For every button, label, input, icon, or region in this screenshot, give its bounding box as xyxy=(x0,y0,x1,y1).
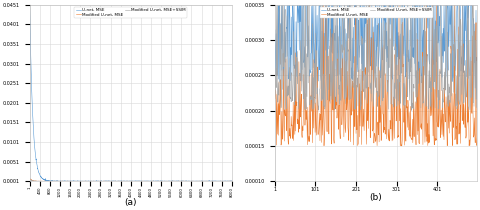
U-net, MSE xyxy=(393,69,399,71)
Modified U-net, MSE+SSIM xyxy=(129,180,135,182)
Line: U-net, MSE: U-net, MSE xyxy=(30,1,232,181)
Modified U-net, MSE+SSIM xyxy=(439,89,444,92)
Modified U-net, MSE xyxy=(229,180,235,182)
Modified U-net, MSE+SSIM xyxy=(275,4,280,7)
Modified U-net, MSE xyxy=(470,121,476,124)
Modified U-net, MSE xyxy=(37,180,43,182)
Legend: U-net, MSE, Modified U-net, MSE, Modified U-net, MSE+SSIM: U-net, MSE, Modified U-net, MSE, Modifie… xyxy=(320,7,432,18)
Modified U-net, MSE xyxy=(382,126,388,129)
Legend: U-net, MSE, Modified U-net, MSE, Modified U-net, MSE+SSIM: U-net, MSE, Modified U-net, MSE, Modifie… xyxy=(74,7,187,18)
Modified U-net, MSE+SSIM xyxy=(229,180,235,182)
Modified U-net, MSE+SSIM xyxy=(369,69,374,71)
Modified U-net, MSE+SSIM xyxy=(382,74,388,76)
Modified U-net, MSE xyxy=(155,180,161,182)
Modified U-net, MSE+SSIM xyxy=(177,180,182,182)
U-net, MSE xyxy=(474,58,480,61)
U-net, MSE xyxy=(37,174,43,176)
Modified U-net, MSE+SSIM xyxy=(188,180,193,182)
Modified U-net, MSE+SSIM xyxy=(370,13,375,15)
Modified U-net, MSE+SSIM xyxy=(100,180,106,182)
U-net, MSE xyxy=(276,4,281,7)
Modified U-net, MSE+SSIM xyxy=(146,180,152,182)
Modified U-net, MSE xyxy=(27,177,33,179)
U-net, MSE xyxy=(277,81,283,84)
Modified U-net, MSE xyxy=(224,180,230,182)
Modified U-net, MSE+SSIM xyxy=(27,178,33,180)
U-net, MSE xyxy=(229,180,235,182)
U-net, MSE xyxy=(146,180,152,182)
U-net, MSE xyxy=(383,4,388,7)
X-axis label: (a): (a) xyxy=(124,198,137,207)
Modified U-net, MSE xyxy=(393,42,398,45)
U-net, MSE xyxy=(369,4,375,7)
Modified U-net, MSE xyxy=(398,145,404,147)
Modified U-net, MSE xyxy=(188,180,193,182)
Modified U-net, MSE+SSIM xyxy=(393,87,398,90)
U-net, MSE xyxy=(470,24,476,26)
Modified U-net, MSE+SSIM xyxy=(470,102,476,104)
Modified U-net, MSE+SSIM xyxy=(37,180,43,182)
Modified U-net, MSE xyxy=(323,4,329,7)
U-net, MSE xyxy=(177,180,182,182)
Modified U-net, MSE xyxy=(439,122,444,124)
U-net, MSE xyxy=(188,180,193,182)
Modified U-net, MSE+SSIM xyxy=(474,55,480,58)
U-net, MSE xyxy=(370,26,376,28)
U-net, MSE xyxy=(155,180,161,182)
U-net, MSE xyxy=(27,0,33,2)
Modified U-net, MSE xyxy=(474,137,480,139)
Modified U-net, MSE xyxy=(146,180,152,182)
U-net, MSE xyxy=(100,180,106,182)
Line: Modified U-net, MSE+SSIM: Modified U-net, MSE+SSIM xyxy=(275,5,477,110)
Line: Modified U-net, MSE+SSIM: Modified U-net, MSE+SSIM xyxy=(30,179,232,181)
X-axis label: (b): (b) xyxy=(370,193,383,202)
Line: Modified U-net, MSE: Modified U-net, MSE xyxy=(275,5,477,146)
U-net, MSE xyxy=(118,180,123,182)
U-net, MSE xyxy=(439,61,444,63)
Modified U-net, MSE xyxy=(272,97,278,100)
Modified U-net, MSE xyxy=(100,180,106,182)
Line: U-net, MSE: U-net, MSE xyxy=(275,5,477,82)
U-net, MSE xyxy=(272,29,278,31)
Modified U-net, MSE xyxy=(370,130,375,132)
Modified U-net, MSE+SSIM xyxy=(155,180,161,182)
Modified U-net, MSE+SSIM xyxy=(408,109,414,112)
Modified U-net, MSE xyxy=(177,180,182,182)
Modified U-net, MSE xyxy=(369,37,374,39)
Line: Modified U-net, MSE: Modified U-net, MSE xyxy=(30,178,232,181)
Modified U-net, MSE+SSIM xyxy=(272,71,278,73)
